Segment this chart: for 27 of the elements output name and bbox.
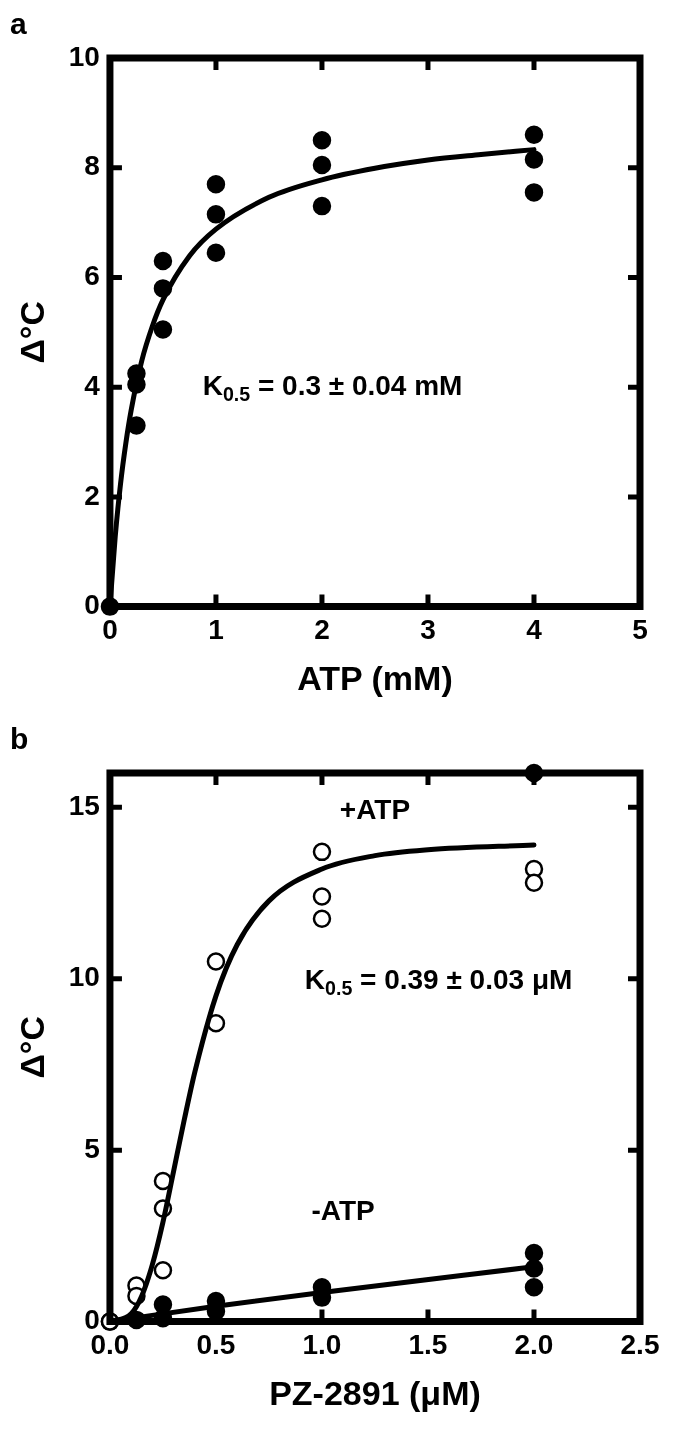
y-tick-label: 6 — [84, 260, 100, 292]
x-tick-label: 0.5 — [196, 1329, 236, 1361]
chart-title: b — [10, 722, 29, 756]
x-tick-label: 4 — [526, 614, 543, 646]
y-tick-label: 2 — [84, 479, 100, 511]
y-tick-label: 15 — [68, 790, 100, 822]
x-tick-label: 1 — [208, 614, 224, 646]
chart-title: a — [10, 7, 27, 41]
x-tick-label: 1.5 — [408, 1329, 448, 1361]
y-tick-label: 4 — [84, 369, 101, 401]
y-tick-label: 0 — [84, 589, 100, 621]
annotation: -ATP — [311, 1194, 375, 1226]
x-tick-label: 5 — [632, 614, 648, 646]
y-axis-title: Δ°C — [12, 301, 51, 364]
x-tick-label: 1.0 — [302, 1329, 342, 1361]
x-tick-label: 2.0 — [514, 1329, 554, 1361]
y-tick-label: 8 — [84, 150, 100, 182]
y-axis-title: Δ°C — [12, 1016, 51, 1079]
annotation: +ATP — [339, 794, 411, 826]
x-axis-title: ATP (mM) — [297, 658, 453, 697]
x-tick-label: 3 — [420, 614, 436, 646]
y-tick-label: 10 — [68, 961, 100, 993]
x-axis-title: PZ-2891 (μM) — [269, 1373, 481, 1412]
y-tick-label: 10 — [68, 40, 100, 72]
x-tick-label: 2 — [314, 614, 330, 646]
y-tick-label: 5 — [84, 1132, 100, 1164]
x-tick-label: 2.5 — [620, 1329, 660, 1361]
